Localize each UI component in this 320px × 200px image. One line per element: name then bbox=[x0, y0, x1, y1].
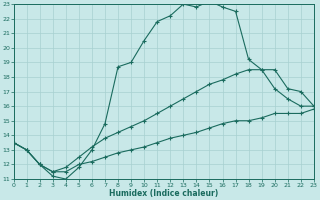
X-axis label: Humidex (Indice chaleur): Humidex (Indice chaleur) bbox=[109, 189, 218, 198]
